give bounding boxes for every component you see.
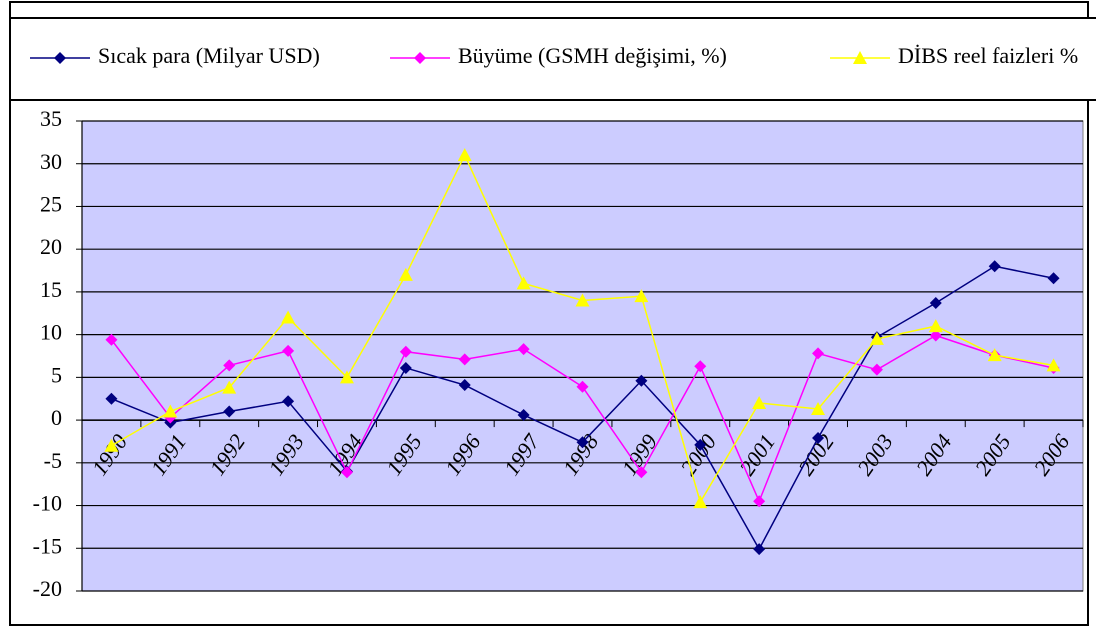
plot-area [81,120,1084,592]
data-marker [340,466,353,479]
data-marker [987,348,1002,362]
data-marker [457,148,472,162]
data-marker [988,260,1001,273]
data-marker [694,360,707,373]
data-marker [517,343,530,356]
data-marker [753,543,766,556]
data-marker [517,408,530,421]
data-marker [635,374,648,387]
data-marker [282,395,295,408]
y-tick-label: 0 [51,405,62,430]
y-tick-label: 5 [51,362,62,387]
data-marker [693,495,708,509]
data-marker [458,353,471,366]
data-marker [575,293,590,307]
data-marker [576,380,589,393]
data-marker [105,392,118,405]
data-marker [399,345,412,358]
y-tick-label: 25 [40,192,62,217]
y-tick-label: 15 [40,277,62,302]
y-tick-label: 30 [40,149,62,174]
data-marker [812,432,825,445]
data-marker [634,289,649,303]
data-marker [105,333,118,346]
data-marker [223,405,236,418]
data-marker [516,276,531,290]
data-marker [222,380,237,394]
data-marker [1046,358,1061,372]
legend-label: Büyüme (GSMH değişimi, %) [458,43,727,68]
data-marker [576,436,589,449]
data-marker [811,401,826,415]
legend-box [9,17,1096,101]
y-tick-label: -15 [33,533,62,558]
y-tick-label: 10 [40,320,62,345]
data-marker [694,438,707,451]
data-marker [928,319,943,333]
legend: Sıcak para (Milyar USD) Büyüme (GSMH deği… [9,17,1096,101]
y-tick-label: 20 [40,234,62,259]
data-marker [812,347,825,360]
data-marker [869,331,884,345]
data-marker [281,310,296,324]
y-tick-label: -5 [44,448,62,473]
chart-frame [9,1,1089,626]
data-marker [223,359,236,372]
data-marker [929,297,942,310]
data-marker [163,404,178,418]
data-marker [458,379,471,392]
y-tick-label: -10 [33,491,62,516]
data-marker [399,361,412,374]
y-tick-label: 35 [40,106,62,131]
legend-marker [853,51,867,64]
legend-label: DİBS reel faizleri % [898,43,1078,68]
data-marker [870,363,883,376]
data-marker [752,396,767,409]
data-marker [1047,272,1060,285]
data-marker [104,438,119,452]
legend-label: Sıcak para (Milyar USD) [98,43,320,68]
data-marker [282,344,295,357]
data-marker [753,495,766,508]
y-tick-label: -20 [33,576,62,601]
legend-marker [414,52,426,64]
data-marker [339,370,354,384]
data-marker [929,329,942,342]
data-marker [635,466,648,479]
legend-marker [54,52,66,64]
data-marker [398,267,413,281]
